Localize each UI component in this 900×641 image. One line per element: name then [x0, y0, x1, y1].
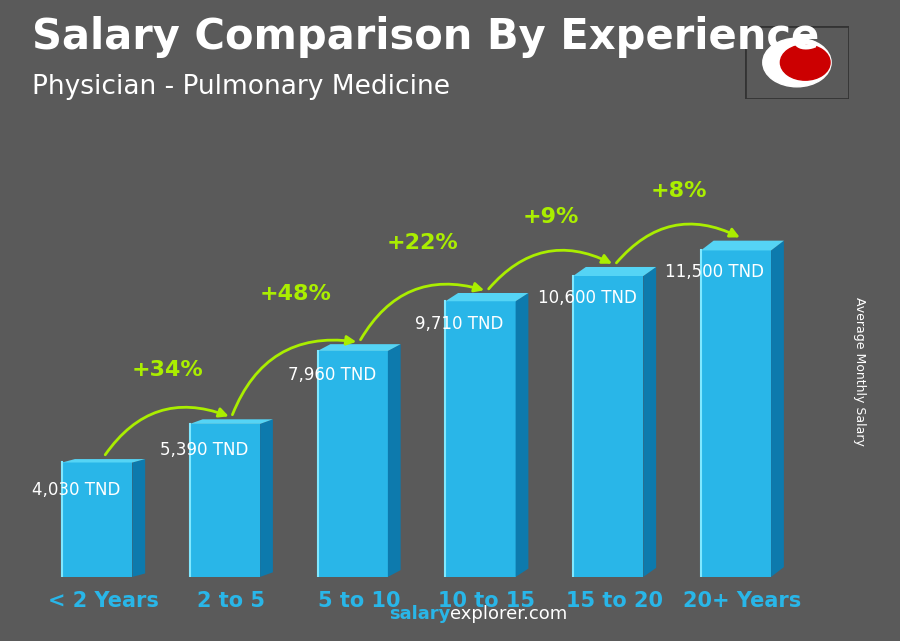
Text: +22%: +22%	[387, 233, 459, 253]
Text: +48%: +48%	[259, 285, 331, 304]
Polygon shape	[806, 54, 829, 69]
Text: 5,390 TND: 5,390 TND	[159, 441, 248, 459]
Polygon shape	[446, 301, 516, 577]
Polygon shape	[701, 240, 784, 251]
Text: Physician - Pulmonary Medicine: Physician - Pulmonary Medicine	[32, 74, 449, 100]
Text: salary: salary	[389, 605, 450, 623]
Text: +9%: +9%	[523, 207, 579, 227]
Text: 5 to 10: 5 to 10	[318, 591, 400, 611]
Polygon shape	[318, 351, 388, 577]
Text: < 2 Years: < 2 Years	[49, 591, 159, 611]
Text: explorer.com: explorer.com	[450, 605, 567, 623]
Polygon shape	[62, 463, 132, 577]
Text: Salary Comparison By Experience: Salary Comparison By Experience	[32, 16, 819, 58]
Polygon shape	[701, 251, 771, 577]
Text: 10,600 TND: 10,600 TND	[537, 289, 636, 307]
Text: 7,960 TND: 7,960 TND	[287, 366, 376, 384]
Text: Average Monthly Salary: Average Monthly Salary	[853, 297, 866, 446]
Polygon shape	[62, 459, 145, 463]
Polygon shape	[573, 276, 643, 577]
Polygon shape	[573, 267, 656, 276]
Polygon shape	[516, 293, 528, 577]
Polygon shape	[644, 267, 656, 577]
Text: 4,030 TND: 4,030 TND	[32, 481, 121, 499]
Polygon shape	[190, 419, 273, 424]
Polygon shape	[388, 344, 400, 577]
Circle shape	[763, 38, 831, 87]
Text: 20+ Years: 20+ Years	[683, 591, 802, 611]
Text: +8%: +8%	[650, 181, 706, 201]
Polygon shape	[190, 424, 260, 577]
Polygon shape	[260, 419, 273, 577]
Polygon shape	[771, 240, 784, 577]
Polygon shape	[318, 344, 400, 351]
Polygon shape	[132, 459, 145, 577]
Text: 9,710 TND: 9,710 TND	[415, 315, 504, 333]
Text: 15 to 20: 15 to 20	[566, 591, 663, 611]
Text: +34%: +34%	[131, 360, 203, 379]
Circle shape	[780, 45, 830, 80]
Text: 11,500 TND: 11,500 TND	[665, 263, 764, 281]
Text: 10 to 15: 10 to 15	[438, 591, 536, 611]
Text: 2 to 5: 2 to 5	[197, 591, 266, 611]
Polygon shape	[446, 293, 528, 301]
